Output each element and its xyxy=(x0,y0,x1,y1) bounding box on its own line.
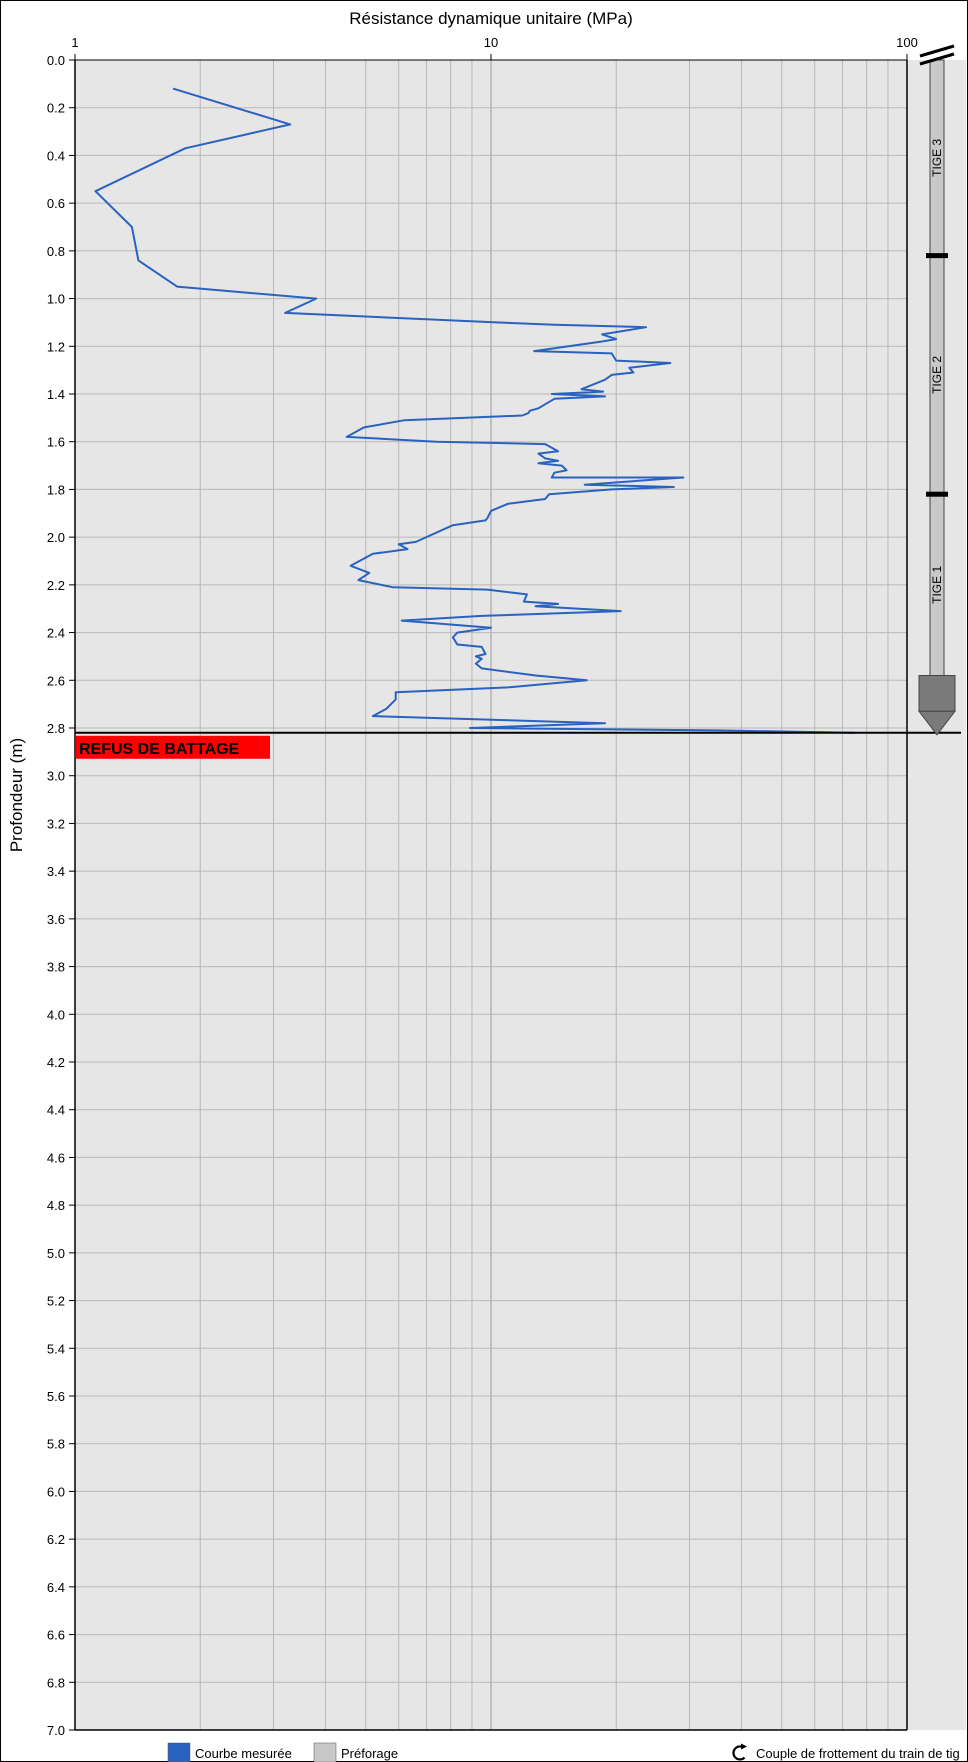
y-tick-label: 0.2 xyxy=(47,101,65,116)
y-tick-label: 6.0 xyxy=(47,1484,65,1499)
y-tick-label: 5.2 xyxy=(47,1294,65,1309)
y-tick-label: 3.0 xyxy=(47,769,65,784)
legend-label-measured-curve: Courbe mesurée xyxy=(195,1746,292,1761)
y-tick-label: 6.6 xyxy=(47,1628,65,1643)
y-tick-label: 4.2 xyxy=(47,1055,65,1070)
measured-curve-line xyxy=(94,87,856,734)
y-tick-label: 0.4 xyxy=(47,148,65,163)
cone-body xyxy=(918,675,956,712)
y-tick-label: 4.6 xyxy=(47,1150,65,1165)
legend-swatch-measured-curve xyxy=(167,1742,191,1762)
x-tick-labels: 1 10 100 xyxy=(71,35,918,60)
y-tick-label: 0.0 xyxy=(47,53,65,68)
y-tick-label: 0.8 xyxy=(47,244,65,259)
y-tick-label: 4.0 xyxy=(47,1007,65,1022)
rotation-arrow-head-icon xyxy=(741,1743,747,1750)
y-tick-label: 5.4 xyxy=(47,1341,65,1356)
rod-label: TIGE 1 xyxy=(930,566,944,604)
rod-label: TIGE 3 xyxy=(930,138,944,176)
refusal-label-box xyxy=(76,735,270,759)
y-tick-label: 2.8 xyxy=(47,721,65,736)
rod-label: TIGE 2 xyxy=(930,356,944,394)
cone-tip xyxy=(917,710,957,736)
y-tick-label: 5.0 xyxy=(47,1246,65,1261)
y-tick-label: 2.0 xyxy=(47,530,65,545)
y-tick-label: 3.6 xyxy=(47,912,65,927)
x-tick-label: 10 xyxy=(484,35,498,50)
y-tick-label: 1.0 xyxy=(47,292,65,307)
y-tick-label: 2.2 xyxy=(47,578,65,593)
grid-lines xyxy=(75,59,907,1731)
y-tick-label: 6.8 xyxy=(47,1675,65,1690)
y-tick-label: 4.8 xyxy=(47,1198,65,1213)
y-tick-labels: 0.0 0.2 0.4 0.6 0.8 1.0 1.2 1.4 1.6 1.8 2.0 2.2 2.4 2… xyxy=(47,53,75,1738)
y-tick-label: 1.4 xyxy=(47,387,65,402)
rod-joint xyxy=(926,491,948,497)
y-tick-label: 4.4 xyxy=(47,1103,65,1118)
y-tick-label: 2.6 xyxy=(47,673,65,688)
rod-break-mark xyxy=(919,52,955,66)
legend-label-predrilling: Préforage xyxy=(341,1746,398,1761)
y-tick-label: 0.6 xyxy=(47,196,65,211)
rod-string: TIGE 3 TIGE 2 TIGE 1 xyxy=(917,44,957,736)
y-tick-label: 1.2 xyxy=(47,339,65,354)
y-axis-title: Profondeur (m) xyxy=(7,738,26,852)
y-tick-label: 1.6 xyxy=(47,435,65,450)
y-tick-label: 3.4 xyxy=(47,864,65,879)
rotation-arrow-icon xyxy=(732,1745,746,1761)
y-tick-label: 5.6 xyxy=(47,1389,65,1404)
rod-joint xyxy=(926,253,948,259)
refusal-label: REFUS DE BATTAGE xyxy=(79,741,240,758)
y-tick-label: 1.8 xyxy=(47,482,65,497)
y-tick-label: 3.2 xyxy=(47,816,65,831)
y-tick-label: 7.0 xyxy=(47,1723,65,1738)
y-tick-label: 6.2 xyxy=(47,1532,65,1547)
rod-break-mark xyxy=(919,44,955,58)
legend-label-friction-torque: Couple de frottement du train de tig xyxy=(756,1746,960,1761)
y-tick-label: 3.8 xyxy=(47,960,65,975)
y-tick-label: 5.8 xyxy=(47,1437,65,1452)
x-tick-label: 100 xyxy=(896,35,918,50)
x-tick-label: 1 xyxy=(71,35,78,50)
legend: Courbe mesurée Préforage Couple de frott… xyxy=(167,1742,960,1762)
legend-swatch-predrilling xyxy=(313,1742,337,1762)
x-axis-title: Résistance dynamique unitaire (MPa) xyxy=(349,9,632,28)
y-tick-label: 6.4 xyxy=(47,1580,65,1595)
y-tick-label: 2.4 xyxy=(47,626,65,641)
